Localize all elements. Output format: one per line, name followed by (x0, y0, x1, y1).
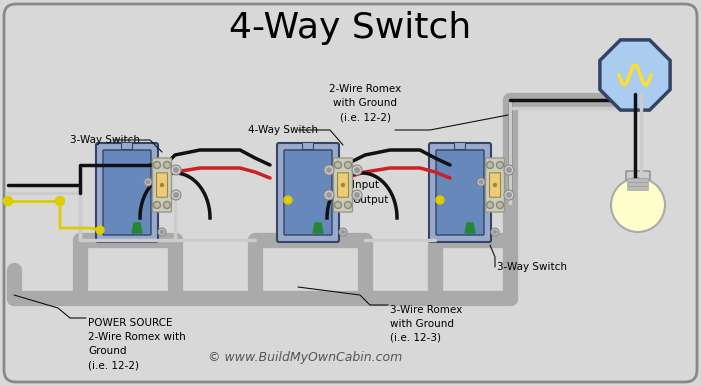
FancyBboxPatch shape (121, 142, 132, 149)
Circle shape (479, 180, 483, 184)
Circle shape (436, 196, 444, 204)
Circle shape (494, 183, 496, 186)
Polygon shape (132, 223, 142, 233)
Circle shape (491, 228, 499, 236)
FancyBboxPatch shape (277, 143, 339, 242)
FancyBboxPatch shape (334, 158, 353, 212)
Circle shape (161, 230, 164, 234)
Circle shape (355, 168, 359, 172)
Circle shape (55, 196, 64, 205)
Circle shape (334, 201, 341, 208)
Circle shape (507, 193, 511, 197)
FancyBboxPatch shape (103, 150, 151, 235)
Circle shape (504, 165, 514, 175)
Circle shape (4, 196, 13, 205)
FancyBboxPatch shape (337, 173, 348, 197)
FancyBboxPatch shape (156, 173, 168, 197)
Text: 2-Wire Romex
with Ground
(i.e. 12-2): 2-Wire Romex with Ground (i.e. 12-2) (329, 84, 401, 122)
Circle shape (344, 201, 351, 208)
Circle shape (174, 168, 178, 172)
Circle shape (486, 201, 494, 208)
Circle shape (352, 190, 362, 200)
FancyBboxPatch shape (303, 142, 313, 149)
Circle shape (477, 178, 485, 186)
FancyBboxPatch shape (627, 179, 648, 182)
Circle shape (163, 201, 170, 208)
Polygon shape (465, 223, 475, 233)
Circle shape (496, 201, 503, 208)
Circle shape (324, 190, 334, 200)
Circle shape (504, 190, 514, 200)
Circle shape (171, 190, 181, 200)
Circle shape (507, 168, 511, 172)
Text: POWER SOURCE
2-Wire Romex with
Ground
(i.e. 12-2): POWER SOURCE 2-Wire Romex with Ground (i… (88, 318, 186, 370)
Circle shape (341, 183, 344, 186)
Circle shape (327, 168, 332, 172)
Text: 3-Way Switch: 3-Way Switch (70, 135, 140, 145)
FancyBboxPatch shape (486, 158, 505, 212)
Circle shape (611, 178, 665, 232)
Circle shape (284, 196, 292, 204)
Circle shape (163, 161, 170, 169)
Text: 3-Wire Romex
with Ground
(i.e. 12-3): 3-Wire Romex with Ground (i.e. 12-3) (390, 305, 462, 343)
Circle shape (352, 165, 362, 175)
Circle shape (494, 230, 497, 234)
Circle shape (161, 183, 163, 186)
FancyBboxPatch shape (436, 150, 484, 235)
Circle shape (174, 193, 178, 197)
FancyBboxPatch shape (429, 143, 491, 242)
Circle shape (171, 165, 181, 175)
Text: 4-Way Switch: 4-Way Switch (229, 11, 471, 45)
Circle shape (355, 193, 359, 197)
Circle shape (154, 201, 161, 208)
Circle shape (339, 228, 347, 236)
Circle shape (341, 230, 345, 234)
Circle shape (96, 226, 104, 234)
Circle shape (496, 161, 503, 169)
Circle shape (344, 161, 351, 169)
Circle shape (158, 228, 166, 236)
FancyBboxPatch shape (96, 143, 158, 242)
FancyBboxPatch shape (4, 4, 697, 382)
Polygon shape (600, 40, 670, 110)
Circle shape (147, 180, 150, 184)
Text: Output: Output (352, 195, 388, 205)
FancyBboxPatch shape (489, 173, 501, 197)
FancyBboxPatch shape (627, 187, 648, 190)
FancyBboxPatch shape (627, 183, 648, 186)
FancyBboxPatch shape (626, 171, 650, 189)
Text: Input: Input (352, 180, 379, 190)
Circle shape (327, 193, 332, 197)
FancyBboxPatch shape (454, 142, 465, 149)
FancyBboxPatch shape (153, 158, 172, 212)
Text: 4-Way Switch: 4-Way Switch (248, 125, 318, 135)
Circle shape (144, 178, 152, 186)
Circle shape (486, 161, 494, 169)
Circle shape (334, 161, 341, 169)
Polygon shape (313, 223, 323, 233)
Text: 3-Way Switch: 3-Way Switch (497, 262, 567, 272)
Circle shape (324, 165, 334, 175)
Text: © www.BuildMyOwnCabin.com: © www.BuildMyOwnCabin.com (208, 352, 402, 364)
FancyBboxPatch shape (284, 150, 332, 235)
Circle shape (154, 161, 161, 169)
